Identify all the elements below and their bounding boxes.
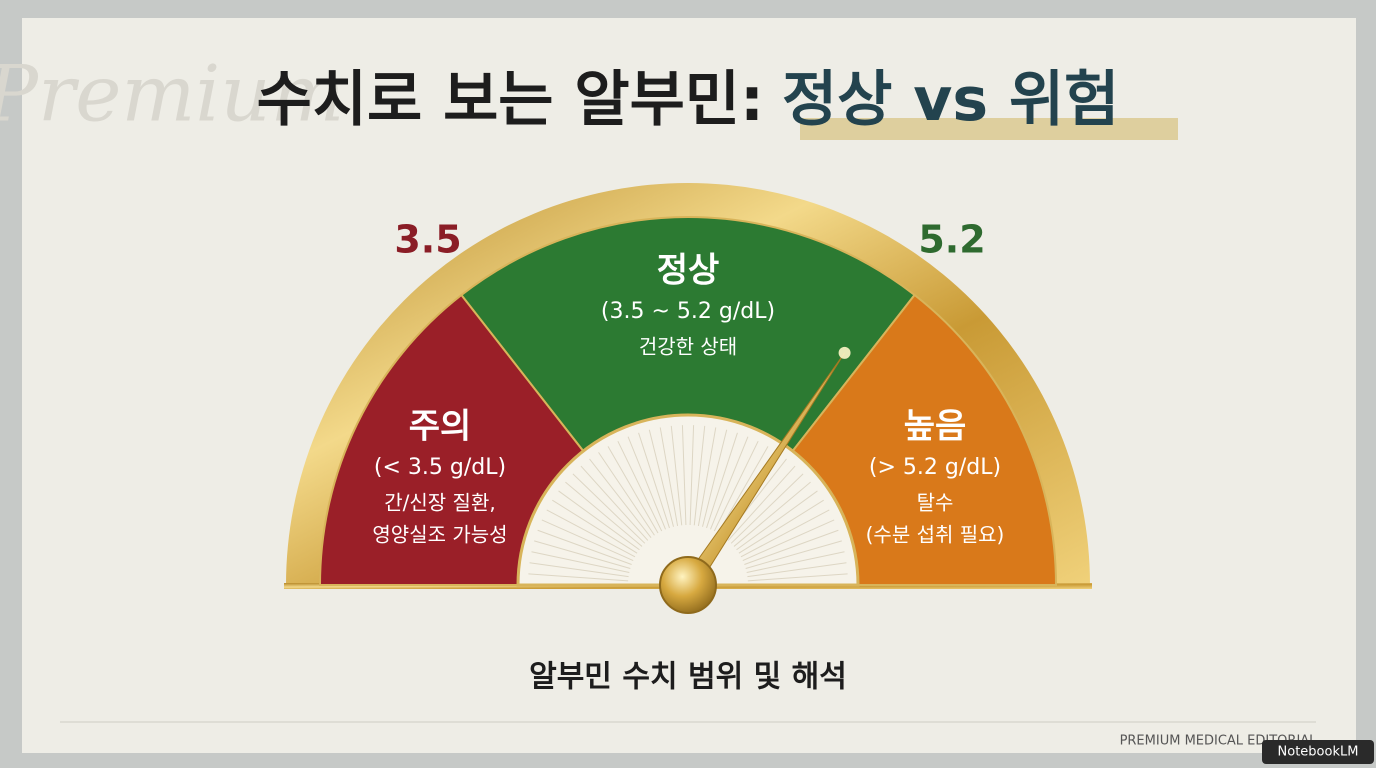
title-highlight-bar: [800, 118, 1178, 140]
segment-range: (3.5 ~ 5.2 g/dL): [601, 299, 775, 324]
hub-ray: [648, 429, 674, 527]
hub-ray: [744, 529, 839, 565]
hub-ray: [717, 446, 769, 534]
hub-ray: [747, 562, 847, 578]
caption: 알부민 수치 범위 및 해석: [529, 660, 847, 695]
hub-ray: [531, 551, 630, 574]
hub-ray: [689, 425, 695, 526]
hub-ray: [738, 499, 824, 554]
segment-note: 영양실조 가능성: [372, 523, 507, 547]
segment-label: 정상: [657, 251, 720, 291]
segment-note: 간/신장 질환,: [384, 491, 495, 515]
hub-ray: [710, 436, 749, 530]
title: 수치로 보는 알부민: 정상 vs 위험: [257, 65, 1120, 135]
hub-ray: [747, 573, 848, 582]
hub-ray: [565, 481, 643, 547]
hub-ray: [627, 436, 666, 530]
title-main: 수치로 보는 알부민:: [257, 65, 764, 135]
hub-ray: [659, 427, 679, 526]
needle-glow: [838, 346, 851, 359]
high-marker: 5.2: [918, 218, 985, 262]
hub-ray: [727, 465, 796, 541]
segment-range: (< 3.5 g/dL): [374, 455, 506, 480]
hub-ray: [572, 473, 646, 544]
hub-ray: [552, 499, 638, 554]
segment-note: 탈수: [917, 491, 954, 515]
hub-ray: [706, 432, 738, 529]
segment-label: 주의: [409, 407, 472, 447]
hub-ray: [638, 432, 670, 529]
hub-ray: [745, 540, 842, 569]
hub-ray: [598, 452, 655, 536]
segment-range: (> 5.2 g/dL): [869, 455, 1001, 480]
hub-ray: [670, 425, 683, 526]
hub-ray: [546, 509, 636, 558]
badge: [1262, 740, 1374, 764]
hub-ray: [529, 562, 629, 578]
hub-ray: [617, 440, 663, 532]
hub-ray: [742, 519, 835, 562]
hub-ray: [736, 490, 818, 551]
hub-ray: [681, 425, 687, 526]
hub-ray: [733, 481, 811, 547]
hub-ray: [580, 465, 649, 541]
hub-ray: [730, 473, 804, 544]
segment-note: 건강한 상태: [639, 335, 737, 359]
hub-ray: [558, 490, 640, 551]
hub-ray: [534, 540, 631, 569]
hub-ray: [537, 529, 632, 565]
low-marker: 3.5: [394, 218, 461, 262]
gauge: [284, 183, 1092, 614]
segment-note: (수분 섭취 필요): [866, 523, 1005, 547]
hub-ray: [693, 425, 706, 526]
needle-knob: [659, 556, 717, 614]
segment-labels: 주의 (< 3.5 g/dL) 간/신장 질환, 영양실조 가능성 정상 (3.5 ~ 5…: [372, 251, 1004, 547]
hub-ray: [607, 446, 659, 534]
title-highlight: 정상 vs 위험: [782, 65, 1119, 135]
hub-ray: [541, 519, 634, 562]
segment-label: 높음: [904, 407, 967, 447]
watermark: Premium: [0, 50, 345, 140]
hub-ray: [746, 551, 845, 574]
hub-ray: [702, 429, 728, 527]
hub-ray: [528, 573, 629, 582]
badge-text: NotebookLM: [1278, 745, 1359, 760]
hub-ray: [740, 509, 830, 558]
hub-ray: [589, 458, 652, 539]
hub-ray: [713, 440, 759, 532]
hub-ray: [697, 427, 717, 526]
